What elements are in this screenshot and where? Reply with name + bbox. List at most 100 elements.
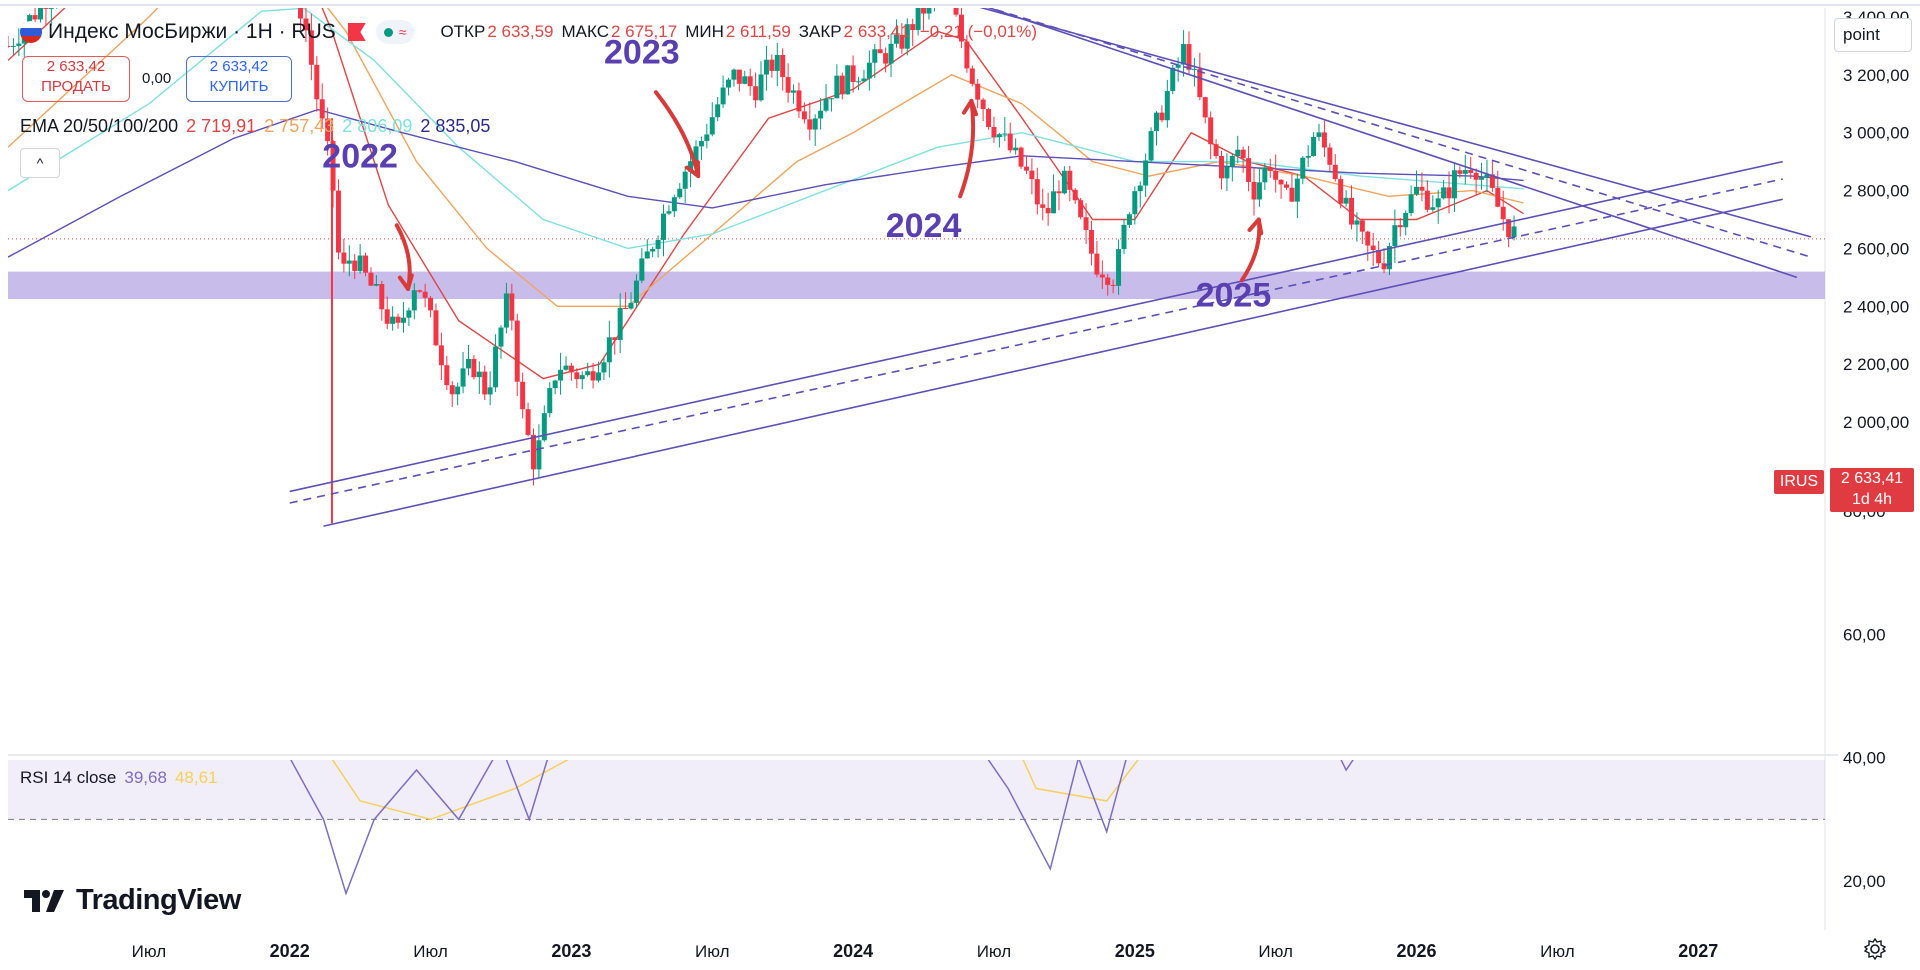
candle-body (352, 260, 358, 271)
candle-body (872, 49, 878, 63)
ema20-value: 2 719,91 (186, 116, 257, 136)
candle-body (1446, 187, 1452, 199)
candle-body (1208, 117, 1214, 145)
ohlc-label: ЗАКР (798, 22, 842, 41)
candle-body (1473, 172, 1479, 180)
candle-body (1289, 187, 1295, 202)
sell-price: 2 633,42 (46, 58, 106, 75)
candle-body (1235, 149, 1241, 156)
candle-body (503, 293, 509, 328)
candle-body (1359, 220, 1365, 232)
buy-button[interactable]: 2 633,42 КУПИТЬ (186, 56, 292, 102)
x-axis-tick-label: 2023 (551, 941, 591, 961)
candle-body (1284, 184, 1290, 188)
candle-body (379, 284, 385, 310)
candle-body (525, 409, 531, 435)
y-axis-tick-label: 3 000,00 (1843, 124, 1909, 143)
market-status-pill[interactable]: ≈ (375, 20, 415, 44)
candle-body (1506, 219, 1512, 238)
candle-body (1500, 206, 1506, 220)
candle-body (1045, 207, 1051, 214)
x-axis-tick-label: Июл (695, 942, 730, 961)
candle-body (1294, 178, 1300, 202)
candle-body (1327, 147, 1333, 165)
candle-body (1484, 174, 1490, 178)
candle-body (590, 371, 596, 381)
candle-body (1408, 194, 1414, 213)
candle-body (1240, 149, 1246, 159)
bar-countdown: 1d 4h (1851, 491, 1893, 508)
x-axis-tick-label: Июл (1540, 942, 1575, 961)
candle-body (465, 358, 471, 369)
candle-body (753, 86, 759, 101)
candle-body (1441, 187, 1447, 199)
point-input[interactable]: point (1834, 18, 1912, 52)
candle-body (1419, 186, 1425, 191)
candle-body (552, 380, 558, 389)
sell-button[interactable]: 2 633,42 ПРОДАТЬ (22, 56, 130, 102)
candle-body (709, 117, 715, 135)
candle-body (1381, 263, 1387, 270)
x-axis-tick-label: 2022 (270, 941, 310, 961)
candle-body (910, 24, 916, 31)
candle-body (411, 290, 417, 311)
candle-body (921, 8, 927, 14)
candle-body (986, 109, 992, 127)
candle-body (1143, 160, 1149, 186)
candle-body (563, 365, 569, 370)
rsi-band (8, 760, 1825, 820)
flag-icon[interactable] (347, 23, 366, 41)
russia-flag-icon (20, 21, 42, 43)
chevron-up-icon: ^ (36, 155, 44, 171)
candle-body (606, 337, 612, 363)
ema-legend[interactable]: EMA 20/50/100/200 2 719,91 2 757,43 2 80… (20, 116, 490, 137)
rsi-legend[interactable]: RSI 14 close 39,68 48,61 (20, 768, 217, 788)
candle-body (736, 69, 742, 84)
y-axis-tick-label: 3 200,00 (1843, 66, 1909, 85)
x-axis-tick-label: 2024 (833, 941, 873, 961)
channel-line (987, 8, 1812, 258)
candle-body (536, 440, 542, 470)
candle-body (926, 8, 932, 14)
year-annotation: 2022 (322, 137, 398, 175)
rsi-axis-tick-label: 60,00 (1843, 625, 1886, 644)
candle-body (1343, 197, 1349, 204)
candle-body (1051, 191, 1057, 214)
ohlc-label: МИН (685, 22, 724, 41)
gear-icon[interactable] (1864, 938, 1886, 960)
x-axis-tick-label: 2026 (1397, 941, 1437, 961)
candle-body (373, 284, 379, 286)
candle-body (1002, 133, 1008, 135)
candle-body (1083, 217, 1089, 230)
candle-body (579, 375, 585, 380)
candle-body (1332, 164, 1338, 180)
candle-body (1229, 155, 1235, 167)
logo-text: TradingView (76, 884, 241, 916)
candle-body (16, 43, 22, 46)
candle-body (1056, 191, 1062, 194)
candle-body (433, 310, 439, 346)
main-plot (8, 8, 1825, 527)
candle-body (541, 413, 547, 441)
candle-body (883, 53, 889, 64)
candle-body (975, 83, 981, 100)
candle-body (823, 98, 829, 111)
candle-body (330, 141, 336, 191)
price-tag-symbol: IRUS (1774, 470, 1824, 494)
tradingview-logo[interactable]: TradingView (24, 884, 241, 917)
candle-body (444, 365, 450, 386)
candle-body (1403, 212, 1409, 228)
ema-line (8, 8, 1524, 380)
candle-body (558, 369, 564, 381)
ohlc-label: МАКС (561, 22, 610, 41)
symbol-title[interactable]: Индекс МосБиржи · 1Н · RUS (48, 20, 336, 43)
candle-body (904, 24, 910, 49)
collapse-legend-button[interactable]: ^ (20, 148, 60, 178)
candle-body (335, 190, 341, 253)
candle-body (1132, 191, 1138, 215)
sell-label: ПРОДАТЬ (41, 78, 111, 95)
candle-body (774, 54, 780, 71)
candle-body (1023, 166, 1029, 171)
annotation-arrowhead (961, 98, 979, 117)
